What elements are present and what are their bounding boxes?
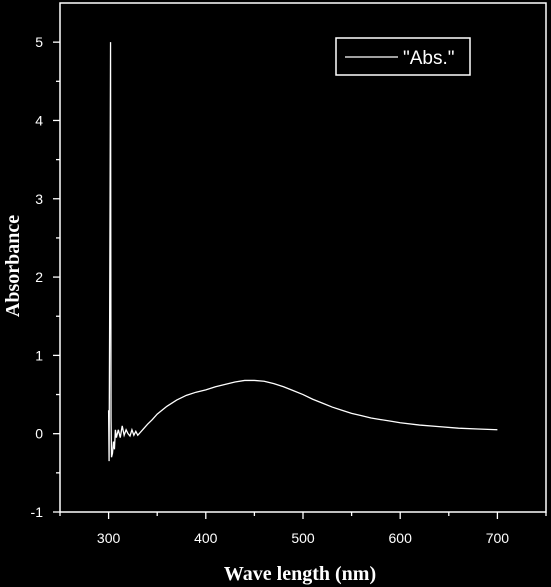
x-axis-title: Wave length (nm) — [224, 563, 376, 585]
y-tick-label: 1 — [35, 347, 43, 363]
x-tick-label: 500 — [291, 530, 315, 546]
series-line-abs — [107, 42, 498, 462]
y-tick-label: 2 — [35, 269, 43, 285]
x-tick-label: 300 — [97, 530, 121, 546]
y-tick-label: 3 — [35, 191, 43, 207]
y-tick-label: 0 — [35, 426, 43, 442]
x-tick-label: 700 — [486, 530, 510, 546]
legend: "Abs." — [335, 37, 471, 76]
y-axis-title: Absorbance — [2, 215, 24, 317]
y-tick-label: 4 — [35, 112, 43, 128]
x-tick-label: 400 — [194, 530, 218, 546]
y-tick-label: 5 — [35, 34, 43, 50]
legend-label: "Abs." — [403, 48, 455, 69]
y-tick-label: -1 — [31, 504, 44, 520]
x-tick-label: 600 — [389, 530, 413, 546]
